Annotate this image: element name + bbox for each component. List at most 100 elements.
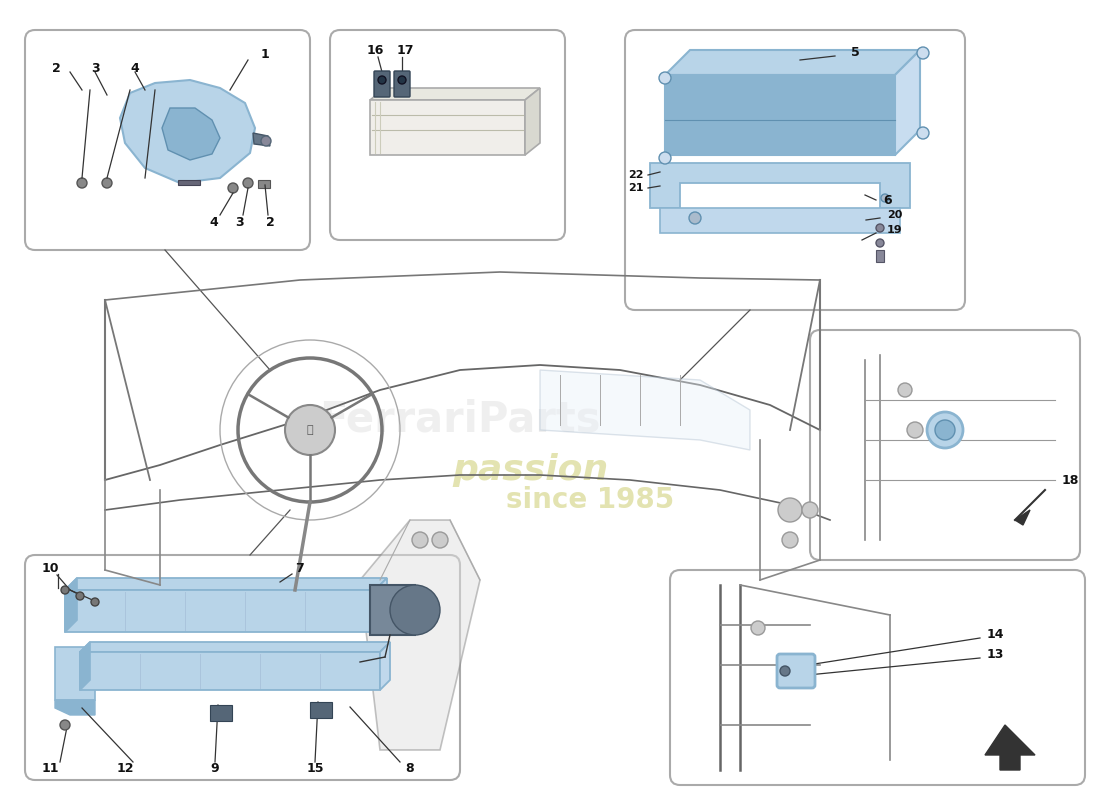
Circle shape	[689, 212, 701, 224]
FancyBboxPatch shape	[670, 570, 1085, 785]
Text: 9: 9	[211, 762, 219, 774]
Text: 7: 7	[296, 562, 305, 574]
Text: 10: 10	[42, 562, 58, 574]
Circle shape	[412, 532, 428, 548]
FancyBboxPatch shape	[258, 180, 270, 188]
Text: passion: passion	[452, 453, 608, 487]
FancyBboxPatch shape	[210, 705, 232, 721]
Polygon shape	[379, 642, 390, 690]
Polygon shape	[162, 108, 220, 160]
Text: FerrariParts: FerrariParts	[319, 399, 601, 441]
Text: 13: 13	[987, 649, 1003, 662]
Text: 16: 16	[366, 43, 384, 57]
Polygon shape	[1015, 510, 1030, 525]
Text: 14: 14	[987, 629, 1003, 642]
Text: 2: 2	[265, 215, 274, 229]
Circle shape	[927, 412, 962, 448]
Circle shape	[60, 720, 70, 730]
Circle shape	[917, 127, 930, 139]
Polygon shape	[666, 75, 895, 155]
Polygon shape	[360, 520, 480, 750]
Text: 3: 3	[235, 215, 244, 229]
Text: 11: 11	[42, 762, 58, 774]
Text: 4: 4	[210, 215, 219, 229]
Circle shape	[91, 598, 99, 606]
Circle shape	[908, 422, 923, 438]
Polygon shape	[55, 700, 95, 715]
Polygon shape	[540, 370, 750, 450]
Text: 18: 18	[1062, 474, 1079, 486]
FancyBboxPatch shape	[876, 250, 884, 262]
Polygon shape	[525, 88, 540, 155]
Circle shape	[378, 76, 386, 84]
Circle shape	[60, 586, 69, 594]
Text: 8: 8	[406, 762, 415, 774]
Text: 5: 5	[850, 46, 859, 58]
FancyBboxPatch shape	[394, 71, 410, 97]
Text: 1: 1	[261, 49, 270, 62]
Circle shape	[876, 224, 884, 232]
Text: 6: 6	[883, 194, 892, 206]
Polygon shape	[650, 163, 910, 208]
Polygon shape	[666, 50, 920, 75]
Polygon shape	[120, 80, 255, 183]
Circle shape	[261, 136, 271, 146]
Circle shape	[228, 183, 238, 193]
Text: 🐴: 🐴	[307, 425, 314, 435]
Circle shape	[102, 178, 112, 188]
Text: 20: 20	[888, 210, 903, 220]
FancyBboxPatch shape	[625, 30, 965, 310]
Polygon shape	[80, 652, 380, 690]
Polygon shape	[65, 578, 387, 590]
Text: 19: 19	[888, 225, 903, 235]
FancyBboxPatch shape	[178, 180, 200, 185]
Circle shape	[285, 405, 336, 455]
FancyBboxPatch shape	[330, 30, 565, 240]
Circle shape	[782, 532, 797, 548]
Text: 4: 4	[131, 62, 140, 74]
Circle shape	[432, 532, 448, 548]
Text: 22: 22	[628, 170, 643, 180]
Circle shape	[917, 47, 930, 59]
Polygon shape	[80, 642, 390, 652]
FancyBboxPatch shape	[777, 654, 815, 688]
FancyBboxPatch shape	[25, 555, 460, 780]
Text: 21: 21	[628, 183, 643, 193]
Polygon shape	[370, 88, 540, 100]
Polygon shape	[65, 590, 375, 632]
Circle shape	[390, 585, 440, 635]
Polygon shape	[660, 208, 900, 233]
Circle shape	[659, 72, 671, 84]
Text: 15: 15	[306, 762, 323, 774]
Circle shape	[898, 383, 912, 397]
Circle shape	[780, 666, 790, 676]
Polygon shape	[370, 100, 525, 155]
Circle shape	[881, 194, 889, 202]
Circle shape	[243, 178, 253, 188]
Text: 17: 17	[396, 43, 414, 57]
Text: 12: 12	[117, 762, 134, 774]
FancyBboxPatch shape	[25, 30, 310, 250]
Polygon shape	[895, 50, 920, 155]
Text: 2: 2	[52, 62, 60, 74]
Circle shape	[76, 592, 84, 600]
FancyBboxPatch shape	[810, 330, 1080, 560]
Polygon shape	[80, 642, 90, 690]
Text: 3: 3	[90, 62, 99, 74]
Circle shape	[935, 420, 955, 440]
Polygon shape	[375, 578, 387, 632]
Polygon shape	[65, 578, 77, 632]
Polygon shape	[370, 585, 415, 635]
Circle shape	[77, 178, 87, 188]
Polygon shape	[253, 133, 270, 146]
Circle shape	[751, 621, 764, 635]
Polygon shape	[984, 725, 1035, 770]
Circle shape	[659, 152, 671, 164]
Circle shape	[802, 502, 818, 518]
FancyBboxPatch shape	[374, 71, 390, 97]
FancyBboxPatch shape	[310, 702, 332, 718]
Circle shape	[398, 76, 406, 84]
Circle shape	[778, 498, 802, 522]
Text: since 1985: since 1985	[506, 486, 674, 514]
Circle shape	[876, 239, 884, 247]
